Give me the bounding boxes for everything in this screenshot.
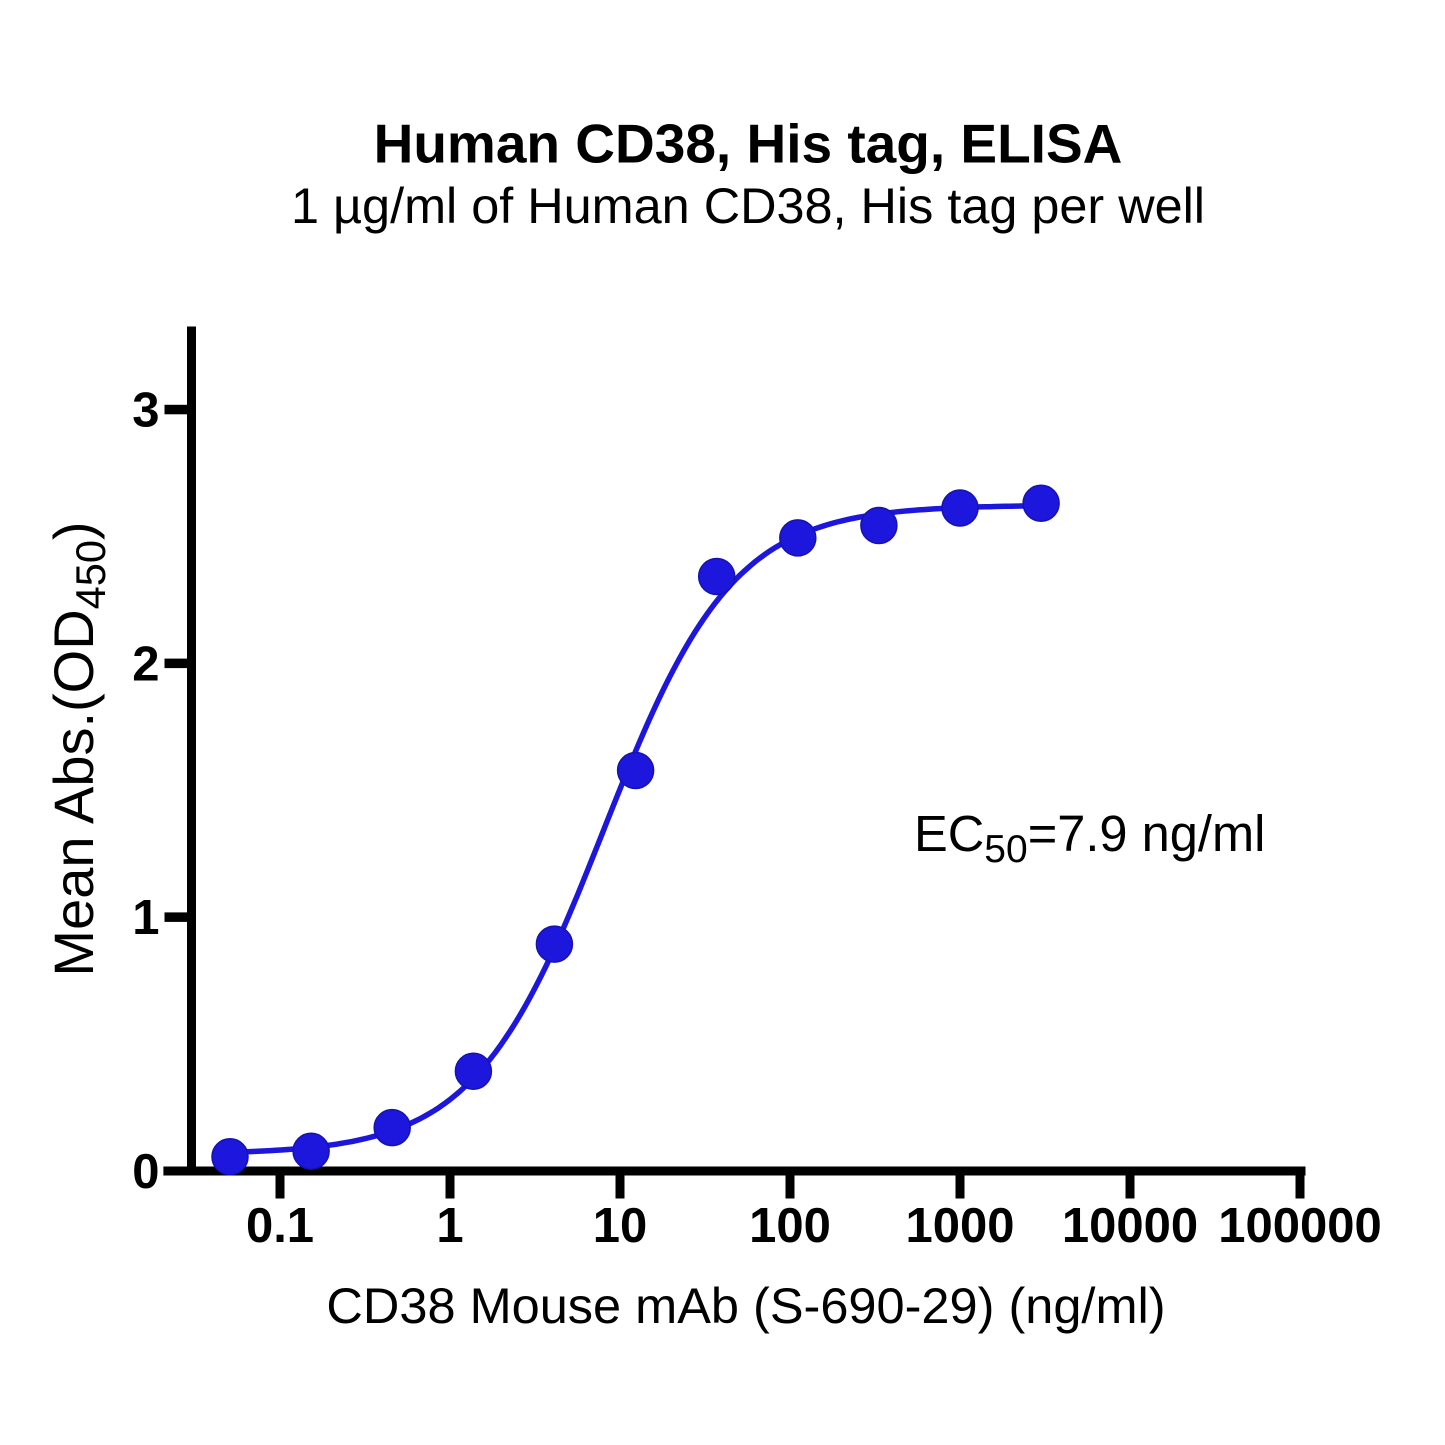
svg-text:100: 100: [749, 1199, 831, 1253]
svg-text:100000: 100000: [1218, 1199, 1382, 1253]
svg-text:Human CD38, His tag, ELISA: Human CD38, His tag, ELISA: [374, 113, 1123, 175]
svg-text:1: 1: [436, 1199, 463, 1253]
svg-text:0: 0: [132, 1145, 159, 1199]
svg-text:2: 2: [132, 637, 159, 691]
svg-text:1: 1: [132, 891, 159, 945]
svg-text:10: 10: [593, 1199, 648, 1253]
svg-text:1 µg/ml of Human CD38, His tag: 1 µg/ml of Human CD38, His tag per well: [291, 177, 1205, 234]
svg-text:3: 3: [132, 384, 159, 438]
svg-text:1000: 1000: [905, 1199, 1014, 1253]
svg-text:CD38 Mouse mAb (S-690-29) (ng/: CD38 Mouse mAb (S-690-29) (ng/ml): [326, 1277, 1165, 1334]
svg-text:EC50=7.9 ng/ml: EC50=7.9 ng/ml: [914, 805, 1265, 871]
svg-text:10000: 10000: [1062, 1199, 1198, 1253]
svg-text:0.1: 0.1: [246, 1199, 314, 1253]
